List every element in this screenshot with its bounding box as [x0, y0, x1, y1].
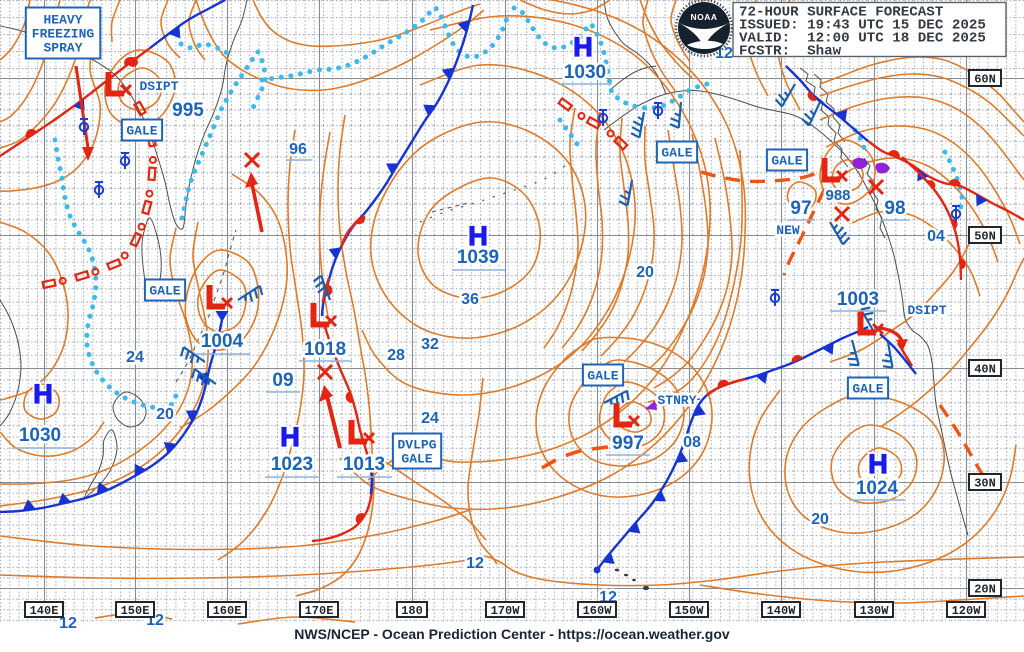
svg-text:GALE: GALE	[771, 154, 802, 169]
svg-text:140W: 140W	[767, 604, 797, 618]
svg-text:NWS/NCEP - Ocean Prediction Ce: NWS/NCEP - Ocean Prediction Center - htt…	[294, 626, 730, 642]
svg-text:H: H	[868, 449, 888, 479]
svg-text:GALE: GALE	[852, 382, 883, 397]
svg-text:NOAA: NOAA	[690, 12, 717, 22]
svg-text:SPRAY: SPRAY	[43, 41, 82, 56]
svg-text:H: H	[280, 422, 300, 452]
svg-text:H: H	[280, 422, 300, 452]
svg-text:50N: 50N	[974, 230, 996, 244]
svg-text:20: 20	[156, 406, 174, 423]
svg-text:H: H	[868, 449, 888, 479]
svg-text:1024: 1024	[856, 478, 899, 499]
svg-text:1013: 1013	[343, 454, 385, 475]
svg-text:170W: 170W	[491, 604, 521, 618]
svg-text:1030: 1030	[564, 62, 606, 83]
svg-text:28: 28	[387, 347, 405, 364]
svg-text:GALE: GALE	[126, 124, 157, 139]
svg-text:GALE: GALE	[149, 284, 180, 299]
svg-text:20: 20	[636, 264, 654, 281]
svg-text:170E: 170E	[305, 604, 334, 618]
svg-text:30N: 30N	[974, 477, 996, 491]
svg-text:988: 988	[825, 187, 850, 204]
svg-text:1003: 1003	[837, 289, 879, 310]
svg-text:STNRY: STNRY	[657, 393, 696, 408]
svg-text:GALE: GALE	[401, 452, 432, 467]
svg-text:160W: 160W	[583, 604, 613, 618]
svg-text:20N: 20N	[974, 583, 996, 597]
svg-text:DSIPT: DSIPT	[907, 303, 946, 318]
svg-text:H: H	[33, 379, 53, 409]
svg-text:97: 97	[790, 198, 811, 219]
svg-text:160E: 160E	[213, 604, 242, 618]
svg-text:1004: 1004	[201, 331, 244, 352]
svg-text:08: 08	[683, 434, 701, 451]
svg-text:ISSUED: 19:43 UTC 15 DEC 2025: ISSUED: 19:43 UTC 15 DEC 2025	[739, 18, 986, 34]
svg-text:995: 995	[172, 100, 204, 121]
svg-text:24: 24	[126, 349, 144, 366]
svg-text:GALE: GALE	[587, 369, 618, 384]
svg-text:20: 20	[811, 511, 829, 528]
svg-text:180: 180	[401, 604, 423, 618]
svg-text:60N: 60N	[974, 73, 996, 87]
svg-text:H: H	[468, 221, 488, 251]
svg-text:VALID: 12:00 UTC 18 DEC 2025: VALID: 12:00 UTC 18 DEC 2025	[739, 31, 986, 47]
svg-text:1030: 1030	[19, 425, 61, 446]
svg-text:1018: 1018	[304, 339, 346, 360]
svg-text:H: H	[33, 379, 53, 409]
svg-text:140E: 140E	[30, 604, 59, 618]
svg-text:997: 997	[612, 433, 644, 454]
svg-text:1039: 1039	[457, 247, 499, 268]
svg-text:H: H	[573, 32, 593, 62]
svg-text:98: 98	[884, 198, 905, 219]
svg-text:DVLPG: DVLPG	[397, 438, 436, 453]
svg-text:H: H	[573, 32, 593, 62]
svg-text:72-HOUR SURFACE FORECAST: 72-HOUR SURFACE FORECAST	[739, 5, 944, 21]
svg-text:150W: 150W	[675, 604, 705, 618]
svg-text:40N: 40N	[974, 363, 996, 377]
svg-text:96: 96	[289, 141, 307, 158]
svg-text:FREEZING: FREEZING	[32, 27, 95, 42]
svg-text:1023: 1023	[271, 454, 313, 475]
svg-text:24: 24	[421, 410, 439, 427]
svg-text:H: H	[468, 221, 488, 251]
svg-text:32: 32	[421, 336, 439, 353]
svg-text:NEW: NEW	[776, 223, 800, 238]
svg-text:150E: 150E	[121, 604, 150, 618]
svg-text:HEAVY: HEAVY	[43, 13, 82, 28]
svg-text:DSIPT: DSIPT	[139, 79, 178, 94]
svg-text:12: 12	[466, 555, 484, 572]
svg-text:120W: 120W	[952, 604, 982, 618]
svg-text:FCSTR: Shaw: FCSTR: Shaw	[739, 44, 842, 60]
svg-text:130W: 130W	[860, 604, 890, 618]
svg-text:04: 04	[927, 228, 945, 245]
svg-text:09: 09	[272, 370, 293, 391]
svg-text:36: 36	[461, 291, 479, 308]
svg-text:GALE: GALE	[661, 146, 692, 161]
